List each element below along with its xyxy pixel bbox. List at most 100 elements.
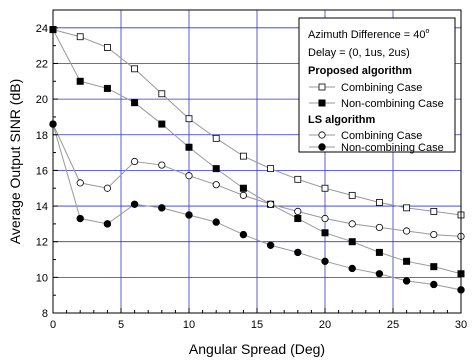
data-point [212, 218, 220, 226]
series-line [52, 123, 462, 291]
legend-series-ls-noncombining: Non-combining Case [341, 142, 444, 154]
data-point [375, 199, 383, 206]
x-axis-title: Angular Spread (Deg) [189, 341, 325, 357]
data-point [321, 214, 329, 223]
data-point [403, 257, 411, 265]
series-line [52, 29, 462, 216]
data-point [348, 220, 356, 228]
legend-degree-symbol: o [426, 28, 430, 35]
data-point [158, 204, 166, 212]
data-point [212, 165, 220, 173]
data-point [239, 191, 247, 199]
data-point [239, 152, 247, 160]
y-tick-label: 16 [36, 165, 48, 177]
data-point [212, 181, 220, 189]
data-point [131, 157, 139, 166]
data-point [403, 204, 411, 212]
y-tick-label: 10 [36, 272, 48, 284]
legend-series-ls-combining: Combining Case [341, 130, 422, 142]
series-line [52, 29, 462, 275]
data-point [266, 241, 275, 249]
data-point [430, 280, 438, 289]
data-point [375, 270, 384, 278]
data-point [375, 223, 383, 232]
data-point [239, 184, 247, 192]
data-point [103, 184, 112, 192]
data-point [103, 220, 112, 228]
y-tick-label: 22 [36, 58, 48, 70]
x-tick-label: 0 [50, 319, 56, 331]
data-point [321, 257, 329, 266]
data-point [185, 143, 193, 151]
data-point [294, 207, 302, 216]
y-tick-label: 14 [36, 201, 48, 213]
data-point [131, 99, 139, 107]
data-point [321, 229, 329, 237]
data-point [76, 214, 84, 223]
legend-sample-marker [318, 131, 326, 139]
data-point [375, 248, 383, 256]
y-tick-label: 8 [42, 308, 48, 320]
data-point [430, 263, 438, 271]
data-point [430, 230, 438, 239]
legend-sample-2 [309, 131, 335, 139]
data-point [130, 200, 139, 208]
x-tick-label: 5 [118, 319, 124, 331]
legend-sample-0 [309, 83, 335, 91]
y-tick-label: 24 [36, 23, 48, 35]
data-point [402, 277, 411, 285]
y-tick-label: 18 [36, 130, 48, 142]
data-point [76, 77, 84, 85]
legend-sample-1 [309, 99, 335, 107]
legend-sample-marker [318, 99, 326, 107]
data-point [430, 208, 438, 215]
legend-series-proposed-combining: Combining Case [341, 82, 422, 94]
legend-azimuth-difference: Azimuth Difference = 40o [308, 28, 430, 41]
legend-sample-3 [309, 143, 335, 151]
legend-samples [309, 83, 335, 151]
data-point [185, 115, 193, 123]
data-point [185, 172, 193, 180]
x-tick-label: 15 [251, 319, 263, 331]
data-point [266, 200, 275, 208]
series-line [52, 123, 462, 237]
legend-sample-marker [318, 83, 326, 91]
data-point [158, 161, 166, 169]
legend-azimuth-text: Azimuth Difference = 40 [308, 29, 426, 41]
series-0 [49, 26, 465, 219]
data-point [185, 211, 193, 219]
legend-sample-marker [318, 143, 326, 151]
data-point [294, 215, 302, 223]
data-point [294, 248, 302, 257]
legend-delay: Delay = (0, 1us, 2us) [308, 47, 410, 59]
legend-series-proposed-noncombining: Non-combining Case [341, 98, 444, 110]
x-tick-label: 10 [183, 319, 195, 331]
y-tick-label: 20 [36, 94, 48, 106]
y-axis-title: Average Output SINR (dB) [7, 79, 23, 244]
legend-group-ls: LS algorithm [308, 114, 375, 126]
legend: Azimuth Difference = 40o Delay = (0, 1us… [298, 17, 456, 154]
series-2 [49, 120, 465, 240]
data-point [402, 227, 411, 235]
data-point [348, 238, 356, 246]
axis-ticks: 0 5 10 15 20 25 30 8 10 12 14 16 18 20 22 24 [36, 23, 467, 331]
data-point [76, 33, 84, 41]
x-tick-label: 20 [319, 319, 331, 331]
legend-group-proposed: Proposed algorithm [308, 65, 412, 77]
x-tick-label: 30 [455, 319, 467, 331]
data-point [212, 134, 220, 142]
data-point [104, 44, 111, 51]
data-point [294, 175, 302, 183]
data-point [348, 191, 356, 199]
data-point [76, 179, 84, 187]
data-point [158, 90, 166, 98]
data-point [348, 264, 356, 273]
data-point [103, 84, 111, 92]
data-point [267, 165, 275, 173]
data-point [131, 65, 139, 73]
data-point [239, 230, 248, 239]
data-point [321, 184, 329, 192]
x-tick-label: 25 [387, 319, 399, 331]
data-point [158, 120, 166, 128]
